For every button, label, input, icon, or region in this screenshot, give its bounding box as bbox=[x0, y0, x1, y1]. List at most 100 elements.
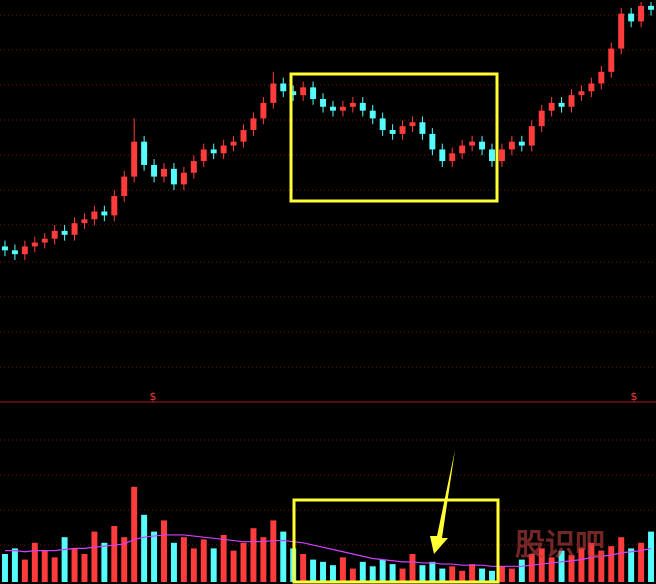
candle-body bbox=[101, 211, 108, 216]
candle-body bbox=[449, 153, 456, 162]
volume-bar bbox=[489, 570, 495, 582]
volume-bar bbox=[329, 565, 336, 582]
volume-bar bbox=[379, 559, 386, 582]
candle-body bbox=[170, 168, 177, 185]
candle-body bbox=[558, 102, 565, 107]
volume-bar bbox=[469, 564, 476, 582]
candle-body bbox=[379, 118, 386, 131]
volume-bar bbox=[131, 486, 138, 582]
volume-bar bbox=[648, 531, 655, 582]
volume-bar bbox=[528, 554, 535, 582]
candle-body bbox=[180, 172, 187, 185]
volume-bar bbox=[91, 531, 98, 582]
candle-body bbox=[369, 110, 376, 119]
volume-bar bbox=[21, 559, 28, 582]
volume-bar bbox=[310, 559, 317, 582]
candle-body bbox=[568, 95, 575, 107]
volume-bar bbox=[588, 542, 595, 582]
candle-body bbox=[300, 87, 307, 96]
volume-bar bbox=[170, 542, 177, 582]
candle-body bbox=[489, 149, 495, 162]
volume-bar bbox=[230, 550, 237, 582]
volume-bar bbox=[508, 568, 515, 582]
grid bbox=[0, 14, 656, 546]
volume-bar bbox=[61, 537, 68, 582]
volume-bar bbox=[628, 548, 635, 582]
candle-body bbox=[479, 141, 486, 150]
candle-body bbox=[320, 99, 327, 107]
candle-body bbox=[280, 83, 287, 92]
candle-body bbox=[638, 5, 645, 22]
volume-bar bbox=[220, 534, 227, 582]
candle-body bbox=[618, 13, 625, 49]
volume-bar bbox=[608, 546, 615, 582]
volume-bar bbox=[210, 548, 217, 582]
volume-bar bbox=[320, 561, 327, 582]
volume-bar bbox=[419, 565, 426, 582]
candle-body bbox=[190, 161, 197, 173]
candle-body bbox=[210, 149, 217, 154]
volume-bar bbox=[558, 550, 565, 582]
candle-body bbox=[200, 149, 207, 162]
volume-bar bbox=[429, 561, 436, 582]
volume-bar bbox=[151, 531, 158, 582]
volume-bar bbox=[141, 514, 148, 582]
candle-body bbox=[161, 168, 167, 177]
volume-bar bbox=[81, 554, 88, 582]
candle-body bbox=[290, 91, 297, 96]
candle-body bbox=[111, 196, 118, 216]
volume-bar bbox=[339, 557, 346, 582]
volume-bar bbox=[498, 566, 505, 582]
candle-body bbox=[588, 83, 595, 92]
candle-body bbox=[21, 246, 28, 255]
volume-bar bbox=[459, 570, 466, 582]
candle-body bbox=[240, 130, 247, 142]
volume-bar bbox=[190, 548, 197, 582]
volume-bar bbox=[578, 548, 585, 582]
volume-bar bbox=[439, 568, 446, 582]
volume-bar bbox=[409, 554, 416, 582]
candle-body bbox=[131, 141, 138, 177]
volume-bar bbox=[270, 520, 277, 582]
candle-body bbox=[121, 176, 128, 196]
volume-bar bbox=[161, 520, 167, 582]
volume-bar bbox=[250, 528, 257, 582]
volume-bar bbox=[31, 542, 38, 582]
candle-body bbox=[339, 106, 346, 111]
candle-body bbox=[608, 48, 615, 72]
volume-bar bbox=[449, 566, 456, 582]
candle-body bbox=[81, 219, 88, 224]
candle-body bbox=[51, 230, 58, 239]
volume-bar bbox=[121, 537, 128, 582]
volume-bar bbox=[359, 561, 366, 582]
volume-bar bbox=[618, 537, 625, 582]
volume-bar bbox=[1, 554, 8, 582]
candle-body bbox=[230, 141, 237, 146]
volume-bar bbox=[538, 548, 545, 582]
volume-bar bbox=[349, 568, 356, 582]
candle-body bbox=[508, 141, 515, 150]
candle-body bbox=[270, 83, 277, 103]
highlight-box bbox=[292, 498, 500, 584]
volume-bar bbox=[101, 542, 108, 582]
volume-bar bbox=[240, 542, 247, 582]
candle-body bbox=[459, 145, 466, 154]
marker: $ bbox=[631, 390, 638, 403]
candle-body bbox=[538, 110, 545, 127]
candle-body bbox=[498, 149, 505, 162]
candle-body bbox=[389, 130, 396, 134]
volume-bar bbox=[200, 539, 207, 582]
candle-body bbox=[409, 122, 416, 127]
candle-body bbox=[578, 91, 585, 96]
volume-ma bbox=[4, 534, 652, 567]
candle-body bbox=[399, 126, 406, 134]
candle-body bbox=[429, 133, 436, 150]
volume-bar bbox=[111, 526, 118, 582]
candle-body bbox=[260, 102, 267, 119]
candle-body bbox=[598, 71, 605, 84]
watermark: 股识吧 bbox=[515, 528, 605, 563]
volume-bar bbox=[548, 557, 555, 582]
volume-bar bbox=[638, 542, 645, 582]
candle-body bbox=[518, 141, 525, 146]
